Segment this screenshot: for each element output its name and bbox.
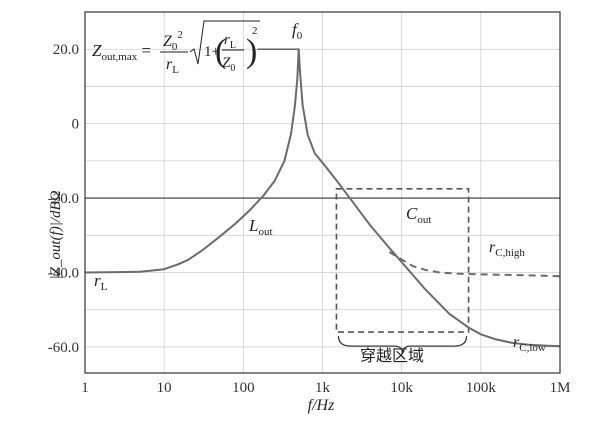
crossover-region-label: 穿越区域: [360, 346, 424, 365]
formula-lhs: Zout,max =: [92, 41, 151, 63]
y-tick-label: 0: [72, 117, 80, 133]
x-tick-label: 10: [157, 380, 172, 396]
y-tick-label: 20.0: [53, 42, 79, 58]
crossover-region: [335, 187, 470, 355]
f0-label: f0: [292, 20, 303, 42]
rc-low-label: rC,low: [513, 334, 546, 354]
x-axis-label: f/Hz: [308, 397, 335, 414]
y-tick-label: -60.0: [48, 340, 79, 356]
y-tick-label: -20.0: [48, 191, 79, 207]
formula-z0: Z02: [163, 29, 183, 53]
x-tick-label: 1: [81, 380, 89, 396]
y-axis-label: |Z_out(f)|/dBΩ: [48, 190, 64, 279]
rc-high-label: rC,high: [489, 239, 525, 259]
formula-paren-right: ): [246, 33, 257, 70]
formula-rl: rL: [166, 56, 179, 76]
series-group: [84, 48, 561, 348]
formula-inner-rl: rL: [224, 32, 236, 51]
zout-max-formula: Zout,max = Z02 rL 1+ ( rL Z0 ) 2: [92, 20, 260, 76]
x-tick-label: 1k: [315, 380, 331, 396]
rc-high-curve: [388, 251, 561, 278]
impedance-curve: [84, 48, 561, 348]
y-tick-label: -40.0: [48, 266, 79, 282]
formula-outer-square: 2: [252, 25, 258, 37]
grid: [84, 11, 561, 373]
plot-frame: [84, 11, 561, 374]
x-tick-label: 100k: [466, 380, 497, 396]
tick-labels: 1 10 100 1k 10k 100k 1M 20.0 0 -20.0 -40.0 -60.0: [48, 42, 571, 396]
formula-one-plus: 1+: [204, 44, 220, 60]
x-tick-label: 1M: [550, 380, 571, 396]
formula-sqrt-sign: [189, 20, 260, 65]
rl-label: rL: [94, 271, 108, 293]
formula-paren-left: (: [215, 33, 226, 70]
formula-inner-z0: Z0: [222, 55, 235, 74]
lout-label: Lout: [248, 216, 273, 238]
crossover-box: [335, 187, 470, 333]
x-tick-label: 10k: [390, 380, 413, 396]
x-tick-label: 100: [232, 380, 255, 396]
cout-label: Cout: [406, 204, 431, 226]
